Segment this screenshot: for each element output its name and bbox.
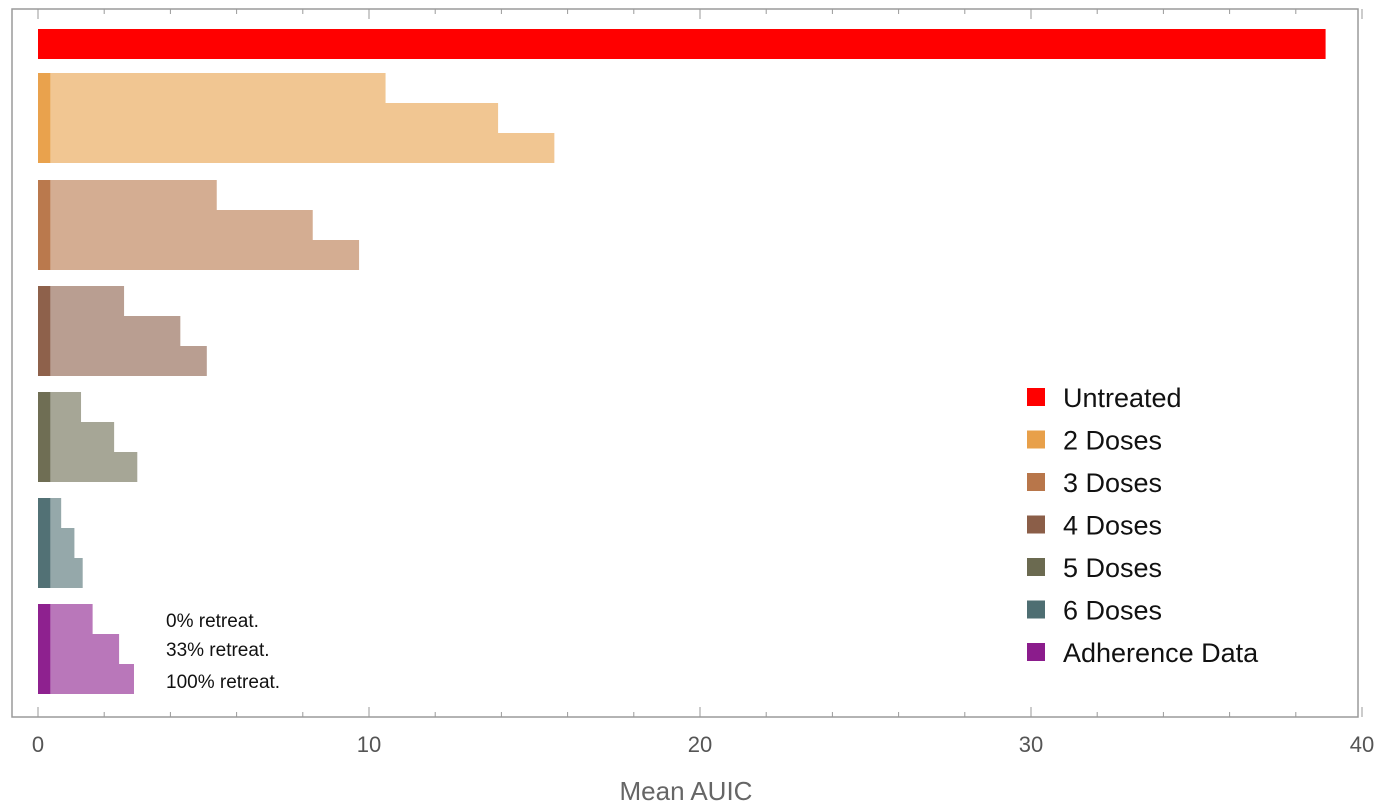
bar-group-0: [38, 29, 1326, 59]
bar-1-0: [38, 73, 386, 103]
bar-4-2: [38, 452, 138, 482]
bar-group-1: [38, 73, 555, 163]
x-tick-label-10: 10: [357, 732, 381, 757]
bar-6-2: [38, 664, 134, 694]
bar-6-1: [38, 634, 120, 664]
bar-base-4: [38, 392, 51, 482]
x-tick-label-30: 30: [1019, 732, 1043, 757]
x-axis-tick-labels: 0 10 20 30 40: [32, 732, 1374, 757]
x-tick-label-20: 20: [688, 732, 712, 757]
bar-base-1: [38, 73, 51, 163]
legend-label-4: 5 Doses: [1063, 553, 1162, 583]
legend: Untreated 2 Doses 3 Doses 4 Doses 5 Doses 6 D…: [1027, 383, 1259, 668]
bar-base-3: [38, 286, 51, 376]
bar-1-2: [38, 133, 555, 163]
x-axis-title: Mean AUIC: [620, 776, 753, 806]
legend-swatch-2: [1027, 473, 1045, 491]
bar-3-2: [38, 346, 207, 376]
legend-label-6: Adherence Data: [1063, 638, 1259, 668]
bar-3-0: [38, 286, 125, 316]
x-tick-label-0: 0: [32, 732, 44, 757]
legend-label-1: 2 Doses: [1063, 426, 1162, 456]
annotation-1: 33% retreat.: [166, 640, 270, 661]
x-tick-label-40: 40: [1350, 732, 1374, 757]
legend-swatch-3: [1027, 515, 1045, 534]
bar-base-6: [38, 604, 51, 694]
bar-group-3: [38, 286, 207, 376]
bar-2-0: [38, 180, 217, 210]
bar-base-5: [38, 498, 51, 588]
bar-2-1: [38, 210, 313, 240]
bar-2-2: [38, 240, 360, 270]
legend-swatch-1: [1027, 430, 1045, 449]
legend-swatch-0: [1027, 388, 1045, 406]
bar-group-2: [38, 180, 360, 270]
annotation-0: 0% retreat.: [166, 611, 259, 632]
legend-label-3: 4 Doses: [1063, 511, 1162, 541]
annotation-2: 100% retreat.: [166, 672, 280, 693]
bars-group: [38, 29, 1326, 694]
retreat-annotations: 0% retreat. 33% retreat. 100% retreat.: [166, 611, 280, 693]
bar-4-1: [38, 422, 115, 452]
legend-label-5: 6 Doses: [1063, 596, 1162, 626]
bar-group-5: [38, 498, 83, 588]
x-axis-ticks: [37, 9, 1363, 717]
legend-label-0: Untreated: [1063, 383, 1182, 413]
bar-group-4: [38, 392, 138, 482]
bar-group-6: [38, 604, 134, 694]
legend-swatch-5: [1027, 600, 1045, 619]
bar-3-1: [38, 316, 181, 346]
legend-swatch-6: [1027, 643, 1045, 661]
bar-1-1: [38, 103, 499, 133]
legend-swatch-4: [1027, 558, 1045, 576]
bar-0-0: [38, 29, 1326, 59]
legend-label-2: 3 Doses: [1063, 468, 1162, 498]
bar-base-2: [38, 180, 51, 270]
